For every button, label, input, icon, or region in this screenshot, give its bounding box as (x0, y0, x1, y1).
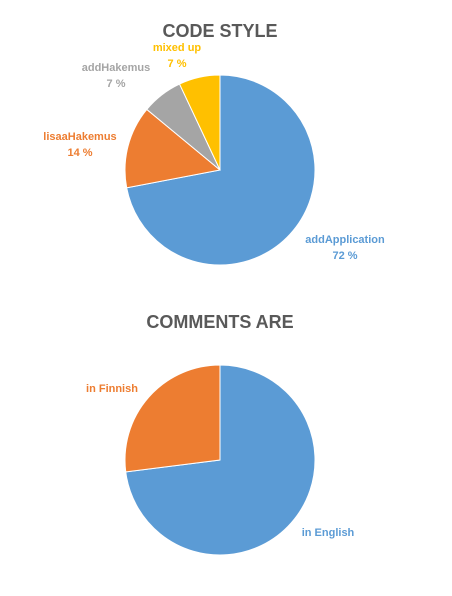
code-style-chart: CODE STYLE addApplication 72 % lisaaHake… (43, 21, 385, 266)
comments-are-chart: COMMENTS ARE in English in Finnish (86, 312, 355, 556)
label-in-english: in English (302, 527, 355, 539)
pie-slice-addapplication (126, 74, 316, 266)
value-add-hakemus: 7 % (107, 78, 126, 90)
pie-slice-in-finnish (124, 364, 221, 473)
label-mixed-up: mixed up (153, 42, 202, 54)
comments-are-slices (124, 364, 316, 556)
value-lisaa-hakemus: 14 % (67, 147, 92, 159)
code-style-slices (124, 74, 316, 266)
chart-title-comments-are: COMMENTS ARE (146, 312, 293, 332)
value-add-application: 72 % (332, 250, 357, 262)
chart-title-code-style: CODE STYLE (162, 21, 277, 41)
value-mixed-up: 7 % (168, 58, 187, 70)
label-lisaa-hakemus: lisaaHakemus (43, 131, 116, 143)
label-add-hakemus: addHakemus (82, 62, 150, 74)
pie-slice-mixed-up (178, 74, 221, 171)
label-in-finnish: in Finnish (86, 383, 138, 395)
label-add-application: addApplication (305, 234, 385, 246)
pie-slice-lisaahakemus (124, 108, 222, 189)
